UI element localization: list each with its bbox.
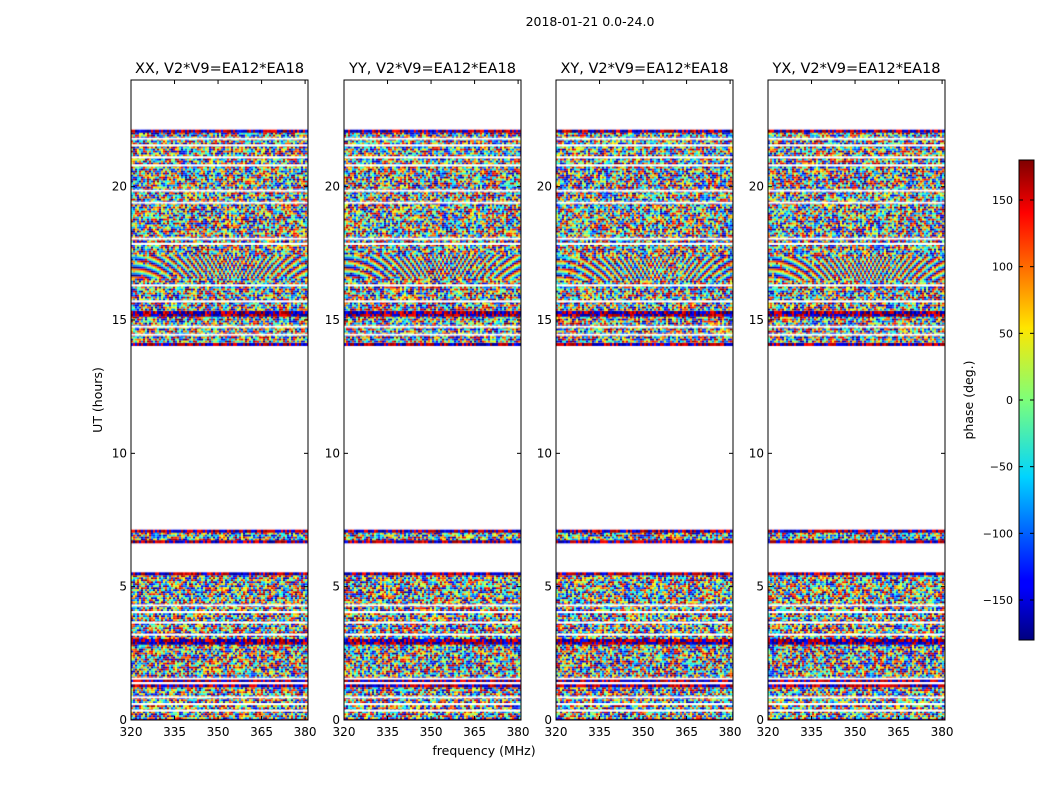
y-tick-label: 5 [756,580,764,594]
panel-title: XY, V2*V9=EA12*EA18 [560,61,728,77]
y-tick-label: 0 [544,713,552,727]
panel-xy-frame [555,79,734,721]
colorbar-tick-label: −50 [990,461,1013,474]
x-tick-label: 365 [675,725,698,739]
y-tick-label: 15 [112,313,127,327]
panels-group: XX, V2*V9=EA12*EA18 320 335 350 365 380 0 5 10 15… [112,61,954,739]
y-tick-label: 0 [756,713,764,727]
x-tick-label: 335 [163,725,186,739]
y-tick-label: 15 [537,313,552,327]
y-tick-label: 10 [537,446,552,460]
colorbar-tick-label: 0 [1006,394,1013,407]
y-tick-label: 10 [749,446,764,460]
x-tick-label: 350 [844,725,867,739]
x-tick-label: 335 [800,725,823,739]
y-tick-label: 5 [119,580,127,594]
x-tick-label: 350 [420,725,443,739]
x-axis-label: frequency (MHz) [432,743,535,758]
colorbar-tick-label: 100 [992,261,1013,274]
x-tick-label: 380 [294,725,317,739]
x-tick-label: 365 [887,725,910,739]
x-tick-label: 350 [207,725,230,739]
y-tick-label: 20 [537,180,552,194]
y-tick-label: 0 [332,713,340,727]
panel-xx-heatmap [131,80,308,720]
colorbar-tick-label: −150 [983,594,1013,607]
panel-yx: YX, V2*V9=EA12*EA18 320 335 350 365 380 0 5 10 15… [749,61,954,739]
y-tick-label: 15 [325,313,340,327]
panel-yy: YY, V2*V9=EA12*EA18 320 335 350 365 380 0 5 10 15… [325,61,530,739]
x-tick-label: 350 [632,725,655,739]
panel-title: YX, V2*V9=EA12*EA18 [771,61,940,77]
y-tick-label: 10 [112,446,127,460]
colorbar-ticks: −150 −100 −50 0 50 100 150 [983,194,1034,607]
x-tick-label: 380 [507,725,530,739]
panel-yy-frame [343,79,522,721]
colorbar: −150 −100 −50 0 50 100 150 phase (deg.) [961,159,1035,641]
x-tick-label: 320 [333,725,356,739]
panel-xy: XY, V2*V9=EA12*EA18 320 335 350 365 380 0 5 10 15… [537,61,742,739]
y-tick-label: 0 [119,713,127,727]
y-tick-label: 20 [112,180,127,194]
colorbar-label: phase (deg.) [961,361,976,440]
panel-yx-frame [767,79,946,721]
panel-xx-frame [130,79,309,721]
panel-yx-heatmap [768,80,945,720]
x-tick-label: 335 [588,725,611,739]
figure-suptitle: 2018-01-21 0.0-24.0 [526,14,655,29]
x-tick-label: 320 [120,725,143,739]
x-tick-label: 320 [757,725,780,739]
y-tick-label: 20 [325,180,340,194]
y-tick-label: 15 [749,313,764,327]
colorbar-tick-label: −100 [983,527,1013,540]
y-axis-label: UT (hours) [90,367,105,433]
panel-title: YY, V2*V9=EA12*EA18 [348,61,516,77]
panel-xy-heatmap [556,80,733,720]
x-tick-label: 365 [250,725,273,739]
y-tick-label: 10 [325,446,340,460]
panel-yy-heatmap [344,80,521,720]
y-tick-label: 20 [749,180,764,194]
x-tick-label: 380 [931,725,954,739]
y-tick-label: 5 [544,580,552,594]
panel-xx: XX, V2*V9=EA12*EA18 320 335 350 365 380 0 5 10 15… [112,61,317,739]
colorbar-tick-label: 50 [999,327,1013,340]
x-tick-label: 365 [463,725,486,739]
y-tick-label: 5 [332,580,340,594]
colorbar-tick-label: 150 [992,194,1013,207]
x-tick-label: 320 [545,725,568,739]
x-tick-label: 335 [376,725,399,739]
x-tick-label: 380 [719,725,742,739]
panel-title: XX, V2*V9=EA12*EA18 [135,61,304,77]
